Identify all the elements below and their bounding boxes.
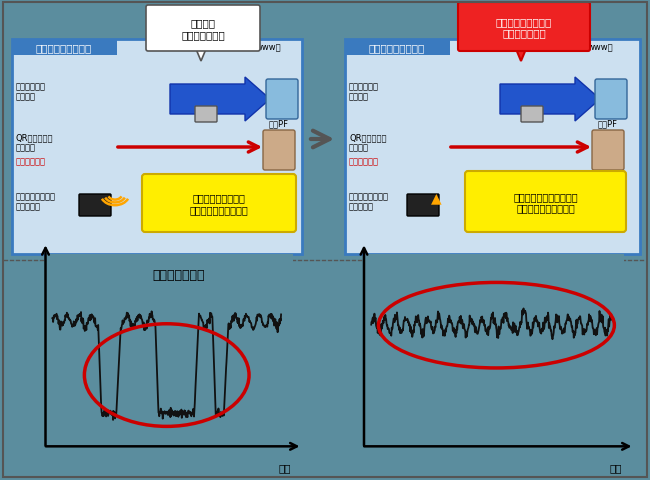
FancyBboxPatch shape xyxy=(142,175,296,232)
FancyBboxPatch shape xyxy=(12,40,117,56)
FancyBboxPatch shape xyxy=(465,172,626,232)
Text: トライアル店舗さま: トライアル店舗さま xyxy=(36,43,92,53)
FancyBboxPatch shape xyxy=(263,131,295,171)
Polygon shape xyxy=(196,50,206,62)
Text: QRコード決済
店舗端末: QRコード決済 店舗端末 xyxy=(16,133,53,152)
FancyBboxPatch shape xyxy=(266,80,298,120)
Text: （特定通信）: （特定通信） xyxy=(16,156,46,166)
Text: www等: www等 xyxy=(587,43,613,52)
FancyBboxPatch shape xyxy=(345,40,450,56)
FancyBboxPatch shape xyxy=(458,3,590,52)
FancyBboxPatch shape xyxy=(3,261,647,477)
FancyBboxPatch shape xyxy=(146,6,260,52)
FancyBboxPatch shape xyxy=(595,80,627,120)
Text: 決済PF: 決済PF xyxy=(598,119,618,128)
Polygon shape xyxy=(170,78,270,122)
FancyBboxPatch shape xyxy=(407,194,439,216)
FancyBboxPatch shape xyxy=(592,131,624,171)
Text: 公衆無線コア
利用端末: 公衆無線コア 利用端末 xyxy=(349,82,379,101)
Text: 一般的な
無線コア基地局: 一般的な 無線コア基地局 xyxy=(181,18,225,40)
FancyBboxPatch shape xyxy=(195,107,217,123)
Text: www等: www等 xyxy=(255,43,281,52)
Text: （特定通信）: （特定通信） xyxy=(349,156,379,166)
FancyBboxPatch shape xyxy=(79,194,111,216)
Text: ▲: ▲ xyxy=(431,191,441,204)
Text: トライアル店舗さま: トライアル店舗さま xyxy=(369,43,425,53)
Text: モバイルルーター
（他端末）: モバイルルーター （他端末） xyxy=(16,192,56,211)
Polygon shape xyxy=(500,78,600,122)
Text: 通信品質の劣化: 通信品質の劣化 xyxy=(152,269,204,282)
Polygon shape xyxy=(516,50,526,62)
Text: 独自技術を搭載した
無線コア基地局: 独自技術を搭載した 無線コア基地局 xyxy=(496,17,552,38)
FancyBboxPatch shape xyxy=(3,3,647,261)
Text: 他端末の影響を軽減し、
業務通信の品質を改善: 他端末の影響を軽減し、 業務通信の品質を改善 xyxy=(514,192,578,213)
Text: 時間: 時間 xyxy=(279,462,291,472)
Text: モバイルルーター
（他端末）: モバイルルーター （他端末） xyxy=(349,192,389,211)
FancyBboxPatch shape xyxy=(345,40,640,254)
Text: 公衆無線コア
利用端末: 公衆無線コア 利用端末 xyxy=(16,82,46,101)
Text: 決済PF: 決済PF xyxy=(269,119,289,128)
Text: 他端末の影響により
業務通信の品質が低下: 他端末の影響により 業務通信の品質が低下 xyxy=(190,193,248,215)
Text: 時間: 時間 xyxy=(610,462,623,472)
FancyBboxPatch shape xyxy=(521,107,543,123)
FancyBboxPatch shape xyxy=(12,40,302,254)
Text: QRコード決済
店舗端末: QRコード決済 店舗端末 xyxy=(349,133,387,152)
